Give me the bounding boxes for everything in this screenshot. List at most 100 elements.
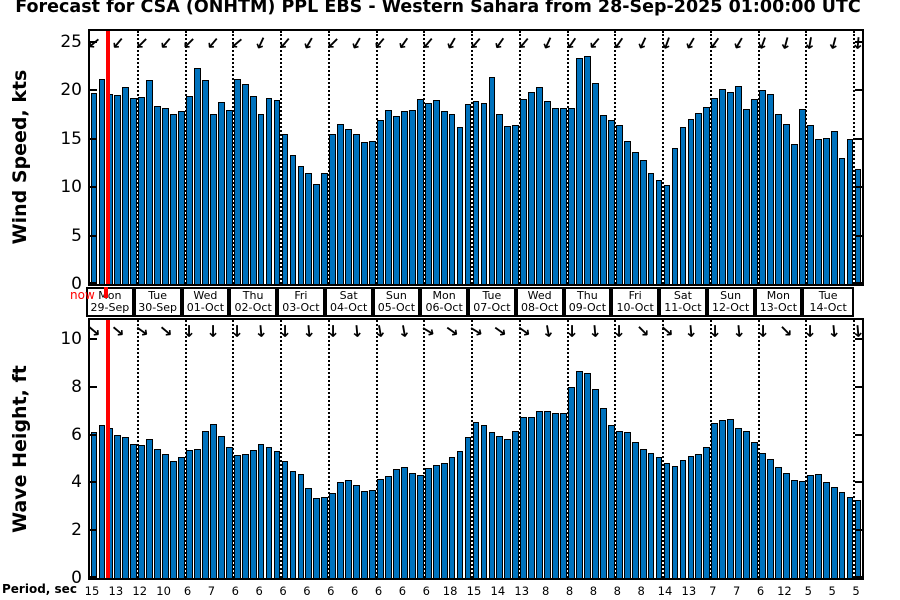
- date-box: Mon 29-Sep: [88, 289, 136, 315]
- wave-bar: [496, 435, 504, 578]
- wave-bar: [329, 493, 337, 578]
- wave-bar: [464, 437, 472, 578]
- wave-bar: [655, 457, 663, 578]
- wind-bar: [249, 95, 257, 284]
- period-value: 12: [777, 584, 792, 598]
- period-value: 7: [732, 584, 741, 598]
- day-boundary-gridline: [614, 31, 617, 284]
- wind-bar: [233, 79, 241, 284]
- date-label: 13-Oct: [759, 301, 798, 314]
- wave-bar: [735, 427, 742, 578]
- wind-bar: [719, 89, 727, 284]
- wind-direction-arrow-icon: →: [584, 32, 608, 55]
- wave-direction-arrow-icon: →: [729, 323, 750, 339]
- y-tick: [855, 234, 862, 237]
- wave-bar: [751, 441, 758, 578]
- wave-bar: [727, 419, 735, 578]
- y-tick-label: 2: [71, 520, 82, 541]
- weekday-label: Tue: [482, 289, 502, 302]
- wave-bar: [687, 456, 695, 578]
- wind-bar: [767, 94, 774, 284]
- y-tick: [855, 529, 862, 532]
- period-value: 15: [84, 584, 100, 598]
- wind-bar: [130, 97, 138, 284]
- wind-bar: [631, 152, 639, 284]
- wave-bar: [408, 472, 416, 578]
- period-value: 5: [804, 584, 812, 598]
- wind-bar: [830, 130, 838, 284]
- wind-direction-arrow-icon: →: [608, 32, 632, 55]
- y-tick: [90, 137, 97, 140]
- wave-bar: [488, 432, 496, 578]
- period-value: 18: [442, 584, 458, 598]
- wind-bar: [735, 86, 742, 284]
- y-tick: [855, 282, 862, 284]
- wave-direction-arrow-icon: →: [537, 322, 559, 340]
- wave-direction-arrow-icon: →: [204, 324, 224, 338]
- y-tick: [90, 529, 97, 532]
- wave-bar: [806, 475, 814, 578]
- wave-direction-arrow-icon: →: [106, 319, 130, 343]
- wind-bar: [337, 124, 345, 284]
- wind-bar: [345, 128, 353, 284]
- wind-bar: [194, 67, 201, 284]
- day-boundary-gridline: [853, 31, 855, 284]
- wave-bar: [122, 437, 130, 578]
- wave-bar: [703, 446, 711, 578]
- wind-bar: [432, 99, 440, 284]
- period-value: 15: [466, 584, 482, 598]
- y-tick-label: 0: [71, 274, 82, 294]
- wave-bar: [456, 451, 464, 578]
- wind-bar: [552, 107, 559, 284]
- wave-bar: [719, 420, 727, 578]
- wind-bar: [217, 101, 225, 284]
- period-value: 6: [255, 584, 263, 598]
- wind-bar: [576, 58, 583, 284]
- wave-direction-arrow-icon: →: [585, 323, 606, 339]
- wave-bar: [790, 480, 798, 578]
- wave-bar: [607, 425, 615, 578]
- wave-bar: [759, 452, 766, 578]
- wind-bar: [265, 97, 273, 284]
- wind-bar: [202, 80, 209, 284]
- now-line-segment: [103, 287, 108, 298]
- wind-direction-arrow-icon: →: [656, 33, 679, 53]
- wind-bar: [122, 87, 130, 284]
- wind-bar: [98, 78, 106, 284]
- date-label: 11-Oct: [664, 301, 702, 314]
- wind-bar: [281, 133, 289, 284]
- period-value: 8: [613, 584, 621, 598]
- wave-bar: [361, 490, 368, 578]
- wave-bar: [345, 480, 353, 578]
- wind-direction-arrow-icon: →: [440, 32, 465, 54]
- wave-y-axis-label: Wave Height, ft: [9, 365, 31, 533]
- y-tick: [90, 385, 97, 388]
- wind-bar: [584, 56, 591, 284]
- wind-bar: [289, 155, 297, 284]
- day-boundary-gridline: [853, 320, 855, 578]
- wave-direction-arrow-icon: →: [441, 318, 464, 343]
- date-box: Tue 07-Oct: [470, 289, 518, 315]
- wind-bar: [162, 107, 169, 284]
- wind-direction-arrow-icon: →: [83, 31, 106, 55]
- wind-bar: [679, 126, 687, 284]
- wave-bar: [536, 410, 544, 578]
- day-boundary-gridline: [471, 31, 473, 284]
- y-tick-label: 15: [60, 128, 82, 149]
- period-value: 6: [398, 584, 407, 598]
- wave-bar: [154, 449, 162, 578]
- date-label: 14-Oct: [809, 301, 847, 314]
- wind-bar: [178, 111, 185, 284]
- day-boundary-gridline: [709, 320, 712, 578]
- day-boundary-gridline: [375, 320, 378, 578]
- period-value: 6: [350, 584, 359, 598]
- wind-bar: [186, 95, 193, 284]
- weekday-label: Sun: [385, 289, 407, 302]
- wave-direction-arrow-icon: →: [656, 319, 679, 343]
- y-tick: [855, 576, 862, 578]
- wave-direction-arrow-icon: →: [610, 324, 630, 338]
- now-line: [105, 31, 110, 284]
- wave-bar: [432, 464, 440, 578]
- y-tick: [90, 576, 97, 578]
